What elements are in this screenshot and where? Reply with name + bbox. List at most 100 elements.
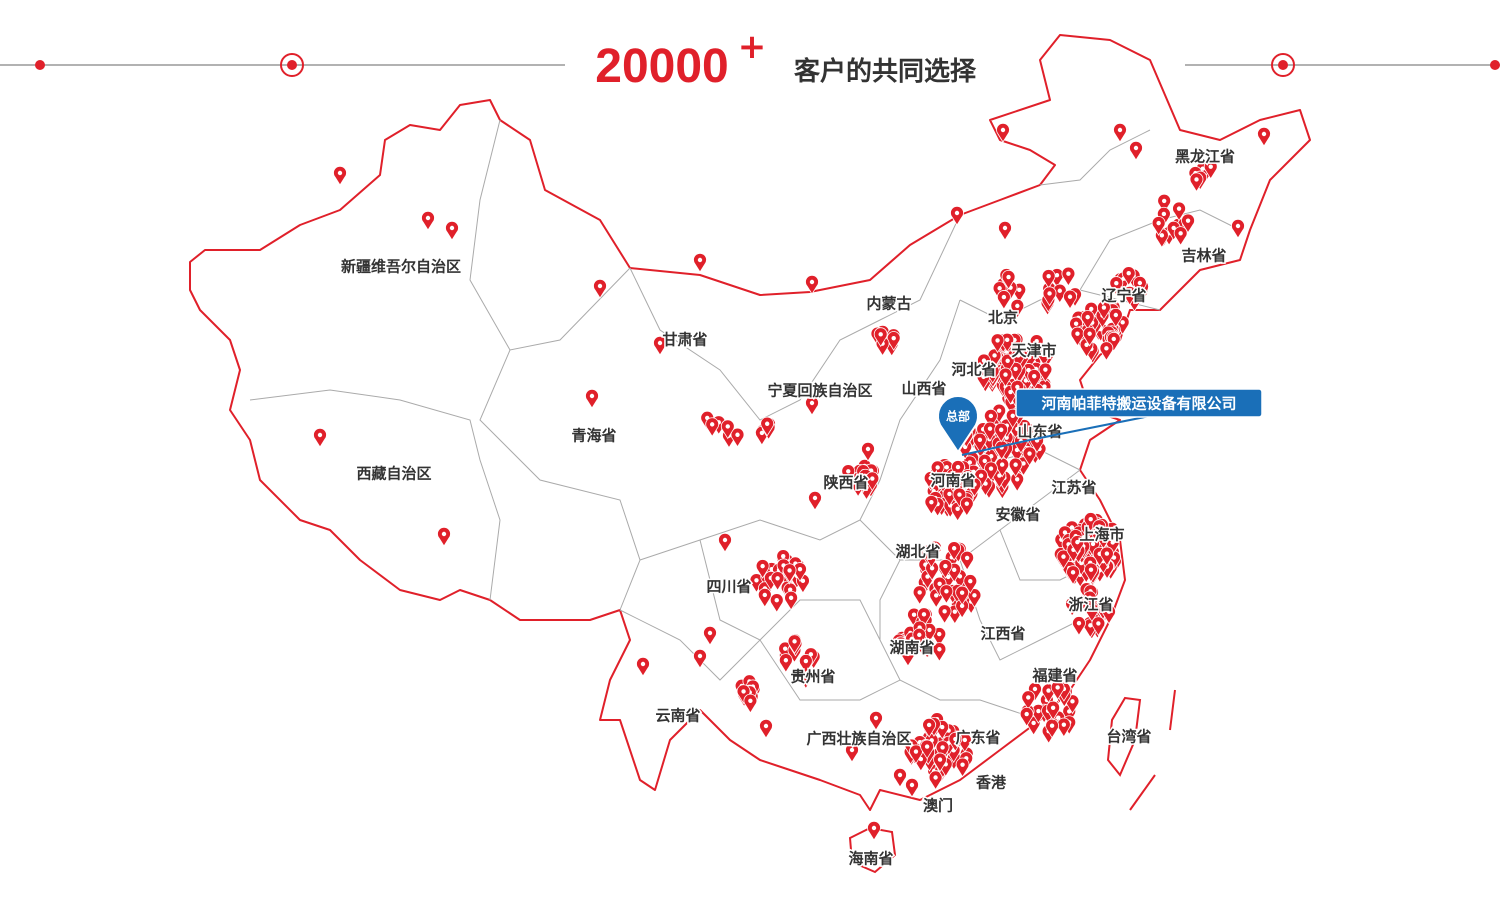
pin-dot bbox=[953, 736, 958, 742]
pin-dot bbox=[640, 661, 646, 667]
pin-dot bbox=[809, 400, 815, 406]
pin-dot bbox=[1069, 601, 1075, 607]
customer-pin bbox=[1106, 331, 1121, 352]
pin-dot bbox=[1017, 287, 1022, 293]
pin-dot bbox=[441, 531, 447, 537]
pin-dot bbox=[957, 492, 962, 497]
customer-pin bbox=[693, 648, 707, 669]
customer-pin bbox=[1029, 334, 1044, 354]
pin-dot bbox=[1056, 715, 1061, 720]
pin-dot bbox=[1161, 198, 1167, 204]
customer-pin bbox=[920, 739, 934, 760]
customer-pin bbox=[905, 777, 919, 798]
pin-dot bbox=[1066, 271, 1071, 276]
customer-pin bbox=[1063, 289, 1077, 310]
pin-dot bbox=[1117, 127, 1123, 133]
customer-pin bbox=[912, 585, 927, 606]
customer-pin bbox=[955, 757, 970, 778]
pin-dot bbox=[926, 722, 932, 728]
pin-dot bbox=[1000, 127, 1006, 133]
pin-dot bbox=[917, 632, 922, 638]
pin-dot bbox=[1054, 272, 1060, 278]
pin-dot bbox=[741, 689, 746, 694]
customer-pin bbox=[1037, 346, 1051, 367]
pin-dot bbox=[1088, 516, 1093, 522]
pin-dot bbox=[846, 469, 851, 474]
pin-dot bbox=[951, 546, 957, 551]
pin-dot bbox=[337, 170, 343, 176]
pin-dot bbox=[775, 576, 780, 581]
pin-dot bbox=[1010, 413, 1015, 418]
pin-dot bbox=[800, 578, 806, 584]
customer-pin bbox=[873, 327, 888, 348]
company-name: 河南帕菲特搬运设备有限公司 bbox=[1041, 395, 1236, 413]
region-label: 天津市 bbox=[1011, 342, 1056, 360]
region-label: 河南省 bbox=[930, 472, 975, 490]
pin-dot bbox=[803, 674, 809, 679]
pin-dot bbox=[981, 358, 987, 363]
pin-dot bbox=[1022, 423, 1027, 429]
pin-dot bbox=[1061, 554, 1066, 559]
customer-pin bbox=[755, 559, 770, 579]
pin-dot bbox=[1015, 384, 1020, 390]
pin-dot bbox=[937, 647, 942, 652]
pin-dot bbox=[1046, 688, 1051, 693]
customer-pin bbox=[760, 416, 775, 437]
customer-pin bbox=[1050, 680, 1065, 701]
pin-dot bbox=[940, 745, 945, 750]
customer-pin bbox=[693, 252, 707, 273]
customer-pin bbox=[909, 744, 923, 765]
pin-dot bbox=[905, 651, 911, 657]
customer-pin bbox=[959, 496, 974, 517]
pin-dot bbox=[1161, 211, 1167, 217]
region-label: 甘肃省 bbox=[662, 331, 707, 349]
customer-pin bbox=[736, 684, 751, 705]
customer-pin bbox=[1038, 362, 1053, 383]
pin-dot bbox=[1046, 273, 1051, 279]
pin-dot bbox=[849, 747, 855, 753]
customer-pin bbox=[1010, 298, 1025, 319]
customer-pin bbox=[972, 432, 987, 453]
customer-pin bbox=[947, 541, 962, 562]
pin-dot bbox=[783, 658, 789, 663]
customer-pin bbox=[1082, 326, 1097, 347]
pin-dot bbox=[792, 639, 797, 644]
pin-dot bbox=[898, 641, 903, 646]
header-plus: + bbox=[738, 27, 767, 67]
pin-dot bbox=[924, 744, 930, 749]
customer-pin bbox=[963, 574, 978, 594]
pin-dot bbox=[1133, 145, 1139, 151]
pin-dot bbox=[933, 775, 938, 780]
pin-dot bbox=[1101, 305, 1107, 310]
customer-pin bbox=[1092, 519, 1107, 540]
customer-pin bbox=[1027, 369, 1042, 389]
region-label: 西藏自治区 bbox=[356, 465, 431, 483]
pin-dot bbox=[1061, 722, 1067, 727]
pin-dot bbox=[1027, 451, 1032, 456]
pin-dot bbox=[1031, 720, 1036, 726]
customer-pin bbox=[938, 559, 953, 579]
region-label: 香港 bbox=[976, 774, 1007, 792]
pin-dot bbox=[1069, 525, 1075, 530]
customer-pin bbox=[851, 477, 865, 498]
pin-dot bbox=[952, 609, 958, 614]
pin-dot bbox=[1055, 685, 1060, 690]
customer-pin bbox=[1066, 565, 1080, 586]
customer-pin bbox=[994, 422, 1009, 443]
pin-dot bbox=[1062, 530, 1068, 535]
customer-pin bbox=[865, 471, 880, 492]
pin-dot bbox=[787, 568, 792, 573]
customer-pin bbox=[769, 593, 784, 613]
pin-dot bbox=[1088, 567, 1094, 572]
region-label: 福建省 bbox=[1031, 667, 1077, 685]
customer-pin bbox=[928, 770, 943, 791]
headquarters: 河南帕菲特搬运设备有限公司 总部 bbox=[937, 388, 1263, 456]
customer-pin bbox=[1072, 616, 1086, 636]
pin-dot bbox=[1013, 366, 1018, 372]
pin-dot bbox=[1208, 164, 1213, 169]
pin-dot bbox=[987, 426, 993, 431]
pin-dot bbox=[697, 653, 703, 659]
pin-dot bbox=[1104, 551, 1110, 556]
customer-pin bbox=[924, 495, 939, 515]
customer-pin bbox=[759, 718, 773, 739]
